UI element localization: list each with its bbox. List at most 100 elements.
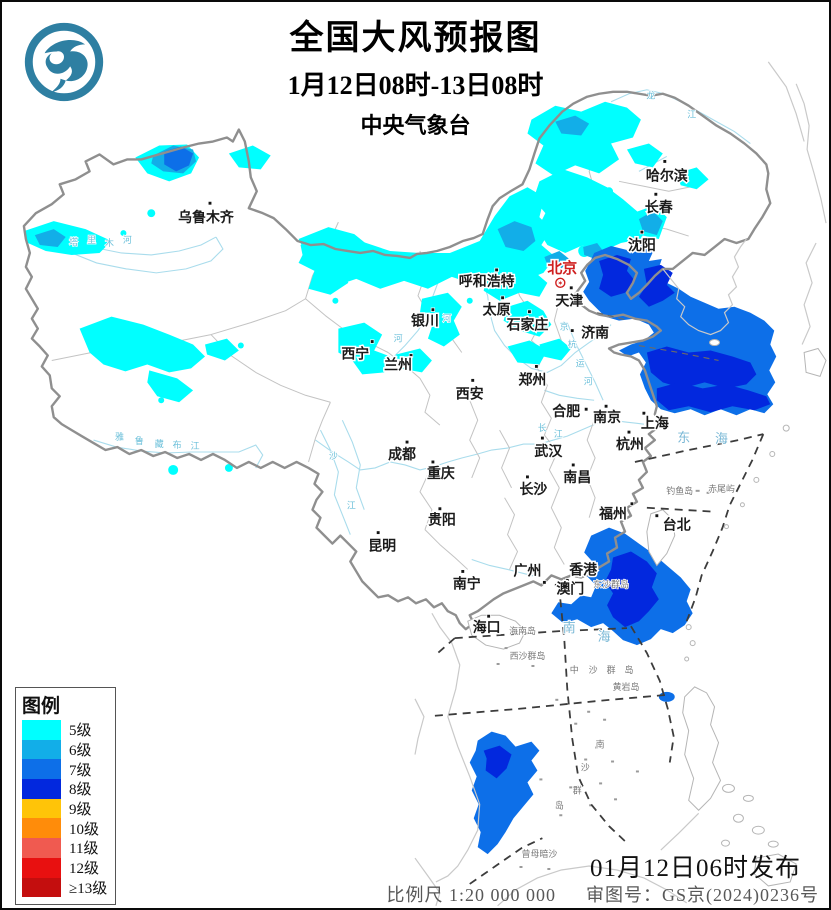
city-dot	[569, 285, 574, 290]
sea-label: 海	[715, 431, 730, 446]
city-label: 石家庄	[506, 317, 549, 333]
city-label: 南京	[593, 409, 621, 425]
legend-label: 10级	[69, 821, 100, 838]
city-label: 西安	[456, 385, 484, 401]
legend-label: ≥13级	[69, 880, 108, 897]
island-label: 沙	[589, 665, 598, 675]
city-dot	[534, 364, 539, 369]
legend-swatch	[22, 877, 61, 898]
river-label: 木	[105, 237, 114, 248]
city-dot	[571, 462, 576, 468]
maritime-dashed-lines	[434, 312, 765, 885]
city-dot	[653, 192, 658, 197]
river-label: 藏	[155, 438, 164, 449]
sea-label: 东	[677, 430, 692, 445]
river-label: 河	[123, 234, 132, 245]
city-label: 成都	[388, 446, 416, 462]
city-dot	[639, 229, 645, 235]
publish-time: 01月12日06时发布	[589, 855, 801, 882]
legend-box: 图例 5级 6级 7级 8级 9级 10级 11级 12级 ≥13级	[15, 687, 116, 905]
city-label: 长春	[645, 199, 674, 215]
city-dot	[370, 339, 375, 344]
city-label: 乌鲁木齐	[178, 209, 234, 225]
city-dot	[542, 580, 547, 585]
legend-label: 8级	[69, 782, 92, 799]
city-dot	[662, 159, 667, 164]
river-label: 鲁	[135, 435, 144, 446]
city-dot	[540, 435, 545, 441]
cma-logo	[20, 16, 108, 108]
legend-item: 11级	[22, 838, 115, 858]
island-label: 钓鱼岛	[666, 485, 693, 496]
legend-item: 9级	[22, 798, 115, 819]
city-dot	[376, 530, 381, 535]
legend-swatch	[22, 838, 61, 858]
city-label: 银川	[411, 313, 439, 329]
city-dot	[207, 201, 213, 206]
capital-label: 北京	[547, 259, 577, 277]
city-dot	[629, 501, 635, 506]
wind-patches-level8	[483, 254, 771, 779]
legend-swatch	[22, 779, 61, 799]
river-label: 塔	[69, 236, 78, 247]
island-label: 中	[570, 664, 579, 675]
scale-label: 比例尺 1:20 000 000	[386, 885, 556, 905]
city-label: 杭州	[616, 436, 644, 452]
island-label: 黄岩岛	[613, 681, 640, 692]
city-dot	[470, 378, 475, 383]
taiwan-island	[646, 509, 676, 567]
city-dot	[654, 513, 659, 518]
city-label: 南昌	[563, 469, 591, 485]
city-label: 广州	[514, 562, 542, 578]
legend-swatch	[22, 759, 61, 780]
city-label: 重庆	[427, 465, 455, 481]
sea-label: 南	[563, 620, 578, 635]
river-label: 河	[584, 375, 593, 386]
island-label: 南	[596, 739, 605, 750]
city-label: 武汉	[534, 443, 562, 459]
city-dot	[603, 404, 609, 409]
legend-label: 5级	[69, 723, 92, 740]
capital-marker: ✶ 北京	[546, 257, 579, 289]
river-label: 运	[576, 358, 585, 368]
city-label: 海口	[473, 619, 501, 635]
island-label: 岛	[624, 664, 633, 675]
river-label: 杭	[568, 339, 577, 350]
city-dot	[430, 459, 436, 465]
legend-item: 10级	[22, 818, 115, 839]
city-label: 兰州	[384, 356, 412, 372]
river-label: 长	[538, 422, 547, 433]
approval-number: 审图号：GS京(2024)0236号	[586, 885, 819, 905]
city-label: 济南	[581, 325, 609, 341]
city-label: 西宁	[341, 345, 369, 361]
city-dot	[626, 429, 632, 435]
china-national-border	[22, 90, 772, 631]
logo-tail	[51, 78, 66, 92]
river-label: 龙	[646, 90, 655, 101]
legend-item: 5级	[22, 720, 115, 740]
sea-labels: 东海南海	[562, 429, 730, 645]
river-label: 雅	[115, 431, 124, 442]
city-dot	[565, 578, 570, 583]
legend-item: ≥13级	[22, 877, 115, 898]
legend-item: 8级	[22, 779, 115, 799]
city-label: 合肥	[552, 403, 580, 419]
city-label: 香港	[568, 561, 598, 577]
city-dot	[408, 353, 414, 358]
logo-ring	[24, 22, 104, 102]
island-labels: 钓鱼岛 赤尾屿东沙群岛海南岛西沙群岛中沙群岛黄岩岛南沙群岛曾母暗沙	[508, 483, 735, 860]
island-label: 曾母暗沙	[522, 848, 558, 859]
river-label: 里	[87, 235, 96, 245]
scattered-islets	[496, 489, 710, 870]
river-labels: 塔里木河雅鲁藏布江龙江河河长江沙江京杭运河	[68, 89, 697, 512]
city-label: 昆明	[368, 538, 396, 554]
city-dot	[525, 474, 530, 480]
legend-label: 7级	[69, 762, 92, 779]
river-label: 京	[560, 321, 569, 332]
legend-swatch	[22, 720, 61, 740]
city-label: 呼和浩特	[459, 273, 515, 289]
river-label: 江	[554, 429, 563, 439]
island-label: 岛	[555, 799, 564, 810]
city-label: 天津	[555, 293, 583, 309]
